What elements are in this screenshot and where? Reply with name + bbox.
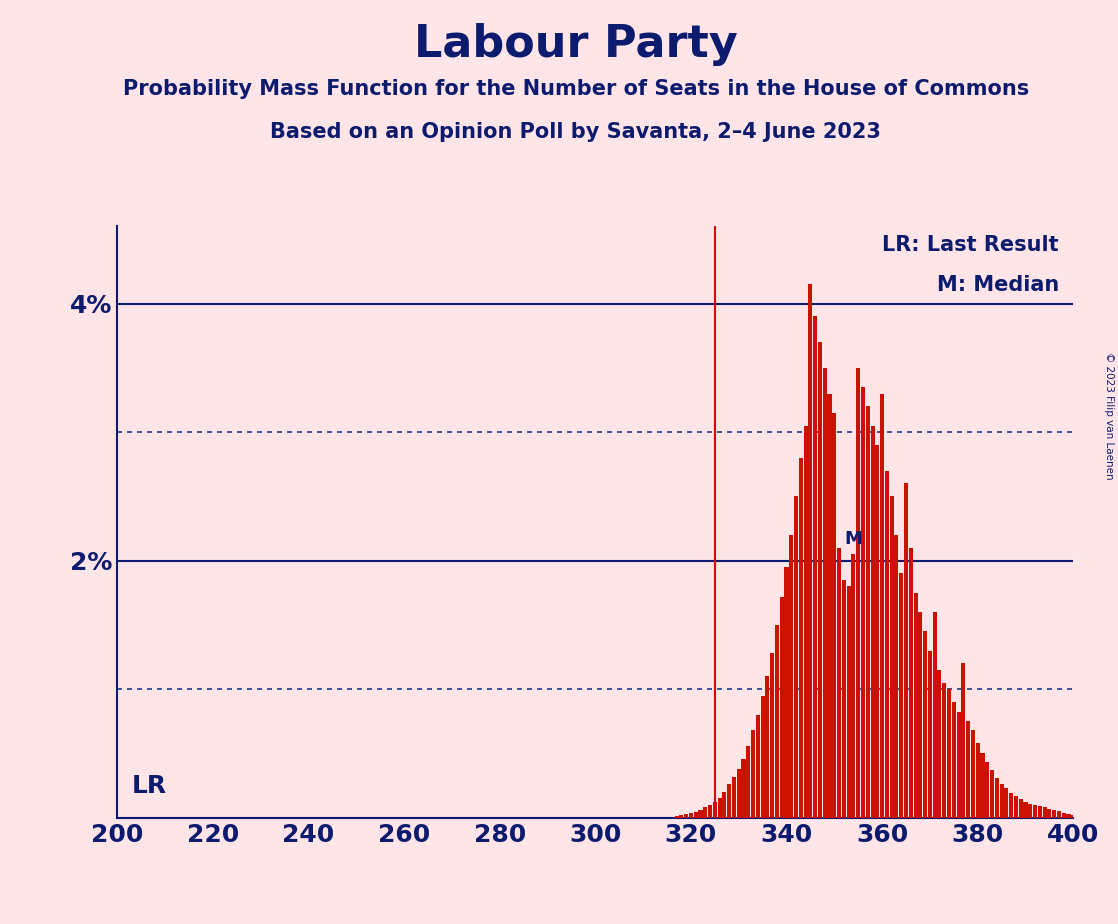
Bar (823, 368, 827, 818)
Bar (904, 483, 908, 818)
Bar (1052, 810, 1057, 818)
Bar (970, 730, 975, 818)
Text: Probability Mass Function for the Number of Seats in the House of Commons: Probability Mass Function for the Number… (123, 79, 1029, 99)
Text: LR: LR (132, 774, 167, 798)
Bar (785, 567, 788, 818)
Bar (1018, 799, 1023, 818)
Bar (1043, 808, 1046, 818)
Bar (852, 554, 855, 818)
Bar (856, 368, 860, 818)
Bar (880, 394, 884, 818)
Bar (1067, 814, 1071, 818)
Bar (1004, 788, 1008, 818)
Bar (832, 413, 836, 818)
Bar (818, 342, 822, 818)
Bar (779, 597, 784, 818)
Bar (722, 792, 727, 818)
Bar (674, 816, 679, 818)
Bar (1048, 808, 1051, 818)
Bar (756, 715, 760, 818)
Bar (1062, 812, 1065, 818)
Bar (827, 394, 832, 818)
Text: M: Median: M: Median (937, 274, 1059, 295)
Bar (804, 426, 807, 818)
Bar (985, 762, 989, 818)
Bar (928, 650, 932, 818)
Bar (861, 387, 865, 818)
Bar (813, 316, 817, 818)
Bar (1029, 804, 1032, 818)
Text: Labour Party: Labour Party (414, 23, 738, 67)
Bar (794, 496, 798, 818)
Bar (799, 457, 803, 818)
Bar (875, 445, 880, 818)
Bar (708, 805, 712, 818)
Bar (865, 407, 870, 818)
Text: LR: Last Result: LR: Last Result (882, 236, 1059, 255)
Bar (871, 426, 874, 818)
Bar (770, 653, 774, 818)
Text: Based on an Opinion Poll by Savanta, 2–4 June 2023: Based on an Opinion Poll by Savanta, 2–4… (271, 122, 881, 142)
Bar (995, 778, 998, 818)
Bar (947, 689, 951, 818)
Bar (760, 696, 765, 818)
Bar (991, 771, 994, 818)
Bar (980, 753, 985, 818)
Bar (693, 812, 698, 818)
Bar (746, 746, 750, 818)
Bar (737, 769, 741, 818)
Bar (942, 683, 946, 818)
Bar (890, 496, 893, 818)
Bar (684, 814, 689, 818)
Bar (957, 712, 960, 818)
Bar (732, 776, 736, 818)
Bar (713, 802, 717, 818)
Bar (680, 815, 683, 818)
Bar (999, 784, 1004, 818)
Bar (913, 593, 918, 818)
Bar (961, 663, 965, 818)
Bar (951, 702, 956, 818)
Bar (775, 625, 779, 818)
Bar (727, 784, 731, 818)
Bar (766, 676, 769, 818)
Bar (689, 813, 693, 818)
Bar (808, 285, 813, 818)
Bar (842, 580, 846, 818)
Bar (899, 574, 903, 818)
Bar (1023, 802, 1027, 818)
Bar (699, 810, 702, 818)
Bar (918, 612, 922, 818)
Bar (703, 808, 708, 818)
Bar (751, 730, 755, 818)
Bar (789, 535, 794, 818)
Bar (884, 470, 889, 818)
Bar (1038, 806, 1042, 818)
Bar (932, 612, 937, 818)
Bar (976, 743, 979, 818)
Bar (923, 631, 927, 818)
Bar (909, 548, 912, 818)
Bar (718, 798, 721, 818)
Bar (1010, 793, 1013, 818)
Bar (894, 535, 899, 818)
Bar (1057, 811, 1061, 818)
Text: M: M (844, 529, 862, 548)
Text: © 2023 Filip van Laenen: © 2023 Filip van Laenen (1105, 352, 1114, 480)
Bar (1071, 815, 1076, 818)
Bar (846, 587, 851, 818)
Bar (741, 759, 746, 818)
Bar (1033, 805, 1038, 818)
Bar (837, 548, 841, 818)
Bar (966, 722, 970, 818)
Bar (1014, 796, 1018, 818)
Bar (937, 670, 941, 818)
